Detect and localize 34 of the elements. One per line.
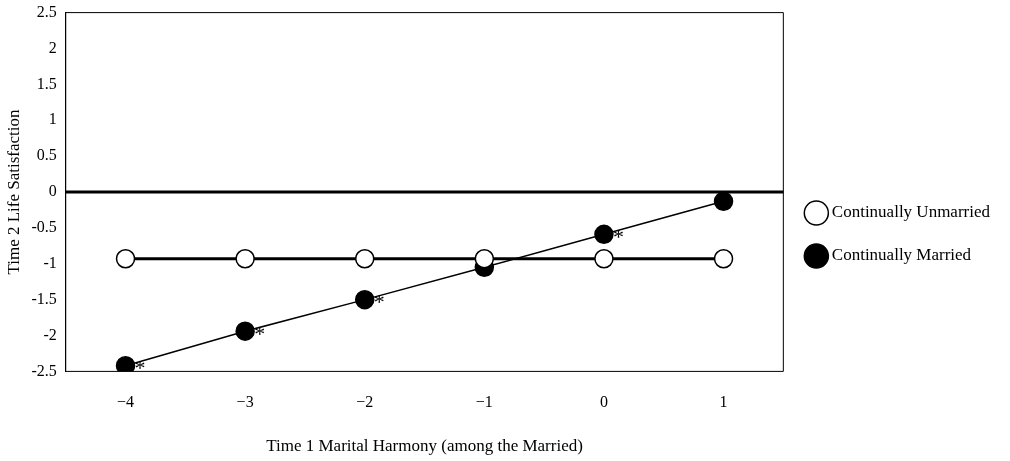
point: [354, 248, 375, 269]
y-tick-label: 0: [48, 182, 57, 200]
point: [354, 289, 375, 310]
point: [115, 248, 136, 269]
point: [594, 248, 614, 269]
x-axis-title: Time 1 Marital Harmony (among the Married): [266, 436, 583, 456]
y-tick-label: -1: [43, 253, 57, 271]
point: [713, 191, 734, 212]
x-tick-label: 1: [719, 393, 728, 411]
y-tick-label: 2: [48, 38, 57, 56]
x-tick-label: 0: [599, 393, 608, 411]
y-tick-label: 0.5: [36, 146, 57, 164]
point: [594, 224, 614, 245]
x-tick-label: −3: [236, 393, 254, 411]
y-tick-label: -1.5: [31, 289, 57, 307]
y-tick-label: 1: [48, 110, 57, 128]
x-tick-label: −4: [117, 393, 135, 411]
point: [474, 248, 495, 269]
point: [235, 321, 255, 341]
y-axis-title: Time 2 Life Satisfaction: [3, 108, 23, 275]
y-tick-label: -2.5: [31, 361, 57, 379]
annotation: *: [612, 224, 624, 250]
x-tick-label: −1: [475, 393, 493, 411]
legend-label: Continually Unmarried: [831, 202, 991, 222]
point: [713, 248, 734, 269]
y-tick-label: 1.5: [36, 74, 57, 92]
y-tick-label: -0.5: [31, 218, 57, 236]
y-tick-label: -2: [43, 325, 57, 343]
x-tick-label: −2: [356, 393, 374, 411]
annotation: *: [373, 289, 385, 315]
point: [115, 355, 136, 372]
legend-label: Continually Married: [831, 245, 972, 265]
y-tick-label: 2.5: [36, 2, 57, 20]
point: [235, 248, 255, 269]
